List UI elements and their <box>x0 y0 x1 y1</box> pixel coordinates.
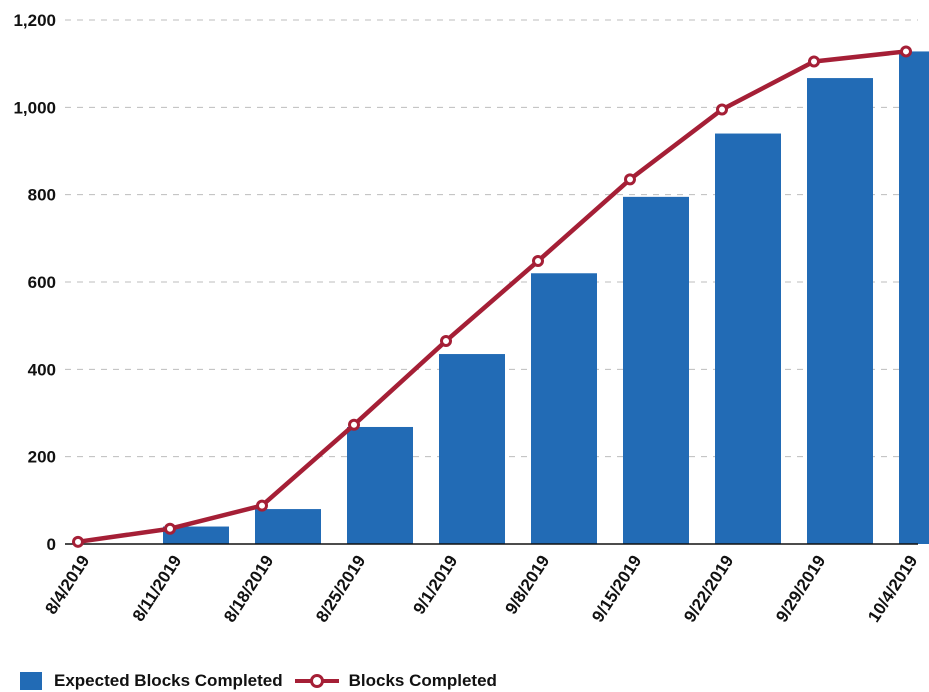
chart: 0 200 400 600 800 1,000 1,200 8/4/2019 8/11/201… <box>13 11 929 626</box>
line-point <box>256 499 268 512</box>
legend-item-expected: Expected Blocks Completed <box>20 671 283 691</box>
bar <box>347 426 413 544</box>
bar <box>439 354 505 544</box>
x-tick-label: 10/4/2019 <box>864 552 921 626</box>
x-tick-label: 9/8/2019 <box>501 552 553 618</box>
line-point <box>900 45 912 58</box>
y-axis-ticks: 0 200 400 600 800 1,000 1,200 <box>13 11 56 554</box>
bar <box>623 196 689 544</box>
line-point <box>808 55 820 68</box>
bar <box>899 51 929 544</box>
x-tick-label: 8/4/2019 <box>41 552 93 618</box>
y-tick-label: 600 <box>28 273 56 292</box>
line-point <box>440 334 452 347</box>
line-point <box>624 173 636 186</box>
x-tick-label: 8/25/2019 <box>312 552 369 626</box>
bar <box>715 133 781 545</box>
y-tick-label: 0 <box>47 535 56 554</box>
line-point <box>72 535 84 548</box>
legend-label-completed: Blocks Completed <box>348 671 497 690</box>
legend-swatch-line <box>294 672 339 690</box>
legend-swatch-bar <box>20 672 42 690</box>
line-point <box>716 103 728 116</box>
series-line <box>77 49 907 545</box>
y-tick-label: 1,200 <box>13 11 56 30</box>
x-tick-label: 9/15/2019 <box>588 552 645 626</box>
bar <box>531 273 597 544</box>
line-point <box>164 522 176 535</box>
y-tick-label: 400 <box>28 360 56 379</box>
bar <box>163 526 229 544</box>
y-tick-label: 200 <box>28 448 56 467</box>
legend-label-expected: Expected Blocks Completed <box>54 671 283 690</box>
x-tick-label: 8/11/2019 <box>129 552 186 625</box>
x-tick-label: 8/18/2019 <box>220 552 277 626</box>
bar <box>807 78 873 545</box>
line-point <box>532 255 544 268</box>
x-tick-label: 9/29/2019 <box>772 552 829 626</box>
y-tick-label: 1,000 <box>13 98 56 117</box>
bar-series <box>163 51 929 545</box>
bar <box>255 509 321 544</box>
legend-item-completed: Blocks Completed <box>294 671 497 691</box>
legend: Expected Blocks Completed Blocks Complet… <box>20 670 509 692</box>
line-point <box>348 418 360 431</box>
y-tick-label: 800 <box>28 186 56 205</box>
x-tick-label: 9/1/2019 <box>409 552 461 618</box>
x-tick-label: 9/22/2019 <box>680 552 737 626</box>
line-series <box>72 45 912 548</box>
x-axis-ticks: 8/4/2019 8/11/2019 8/18/2019 8/25/2019 9/1/2… <box>41 552 921 626</box>
